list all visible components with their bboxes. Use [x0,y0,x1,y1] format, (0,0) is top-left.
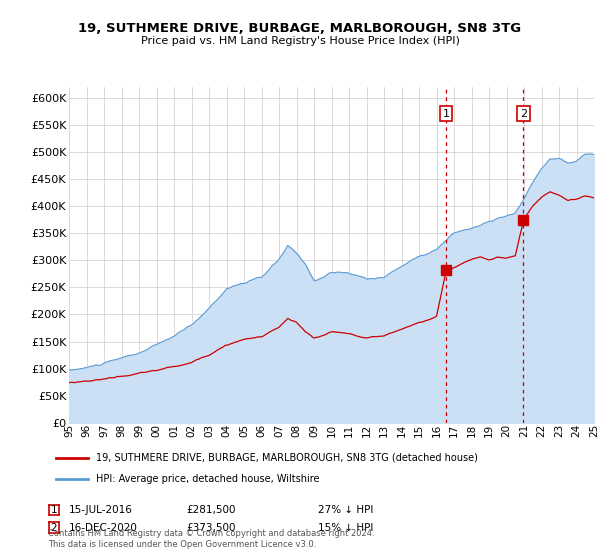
Text: 1: 1 [50,505,58,515]
Text: 19, SUTHMERE DRIVE, BURBAGE, MARLBOROUGH, SN8 3TG (detached house): 19, SUTHMERE DRIVE, BURBAGE, MARLBOROUGH… [95,452,478,463]
Text: 15% ↓ HPI: 15% ↓ HPI [318,522,373,533]
Text: 16-DEC-2020: 16-DEC-2020 [69,522,138,533]
Text: 2: 2 [50,522,58,533]
Text: Contains HM Land Registry data © Crown copyright and database right 2024.
This d: Contains HM Land Registry data © Crown c… [48,529,374,549]
Text: 1: 1 [442,109,449,119]
Text: 2: 2 [520,109,527,119]
Text: HPI: Average price, detached house, Wiltshire: HPI: Average price, detached house, Wilt… [95,474,319,484]
Text: 27% ↓ HPI: 27% ↓ HPI [318,505,373,515]
Text: £281,500: £281,500 [186,505,235,515]
Text: £373,500: £373,500 [186,522,235,533]
Text: 15-JUL-2016: 15-JUL-2016 [69,505,133,515]
Text: 19, SUTHMERE DRIVE, BURBAGE, MARLBOROUGH, SN8 3TG: 19, SUTHMERE DRIVE, BURBAGE, MARLBOROUGH… [79,22,521,35]
Text: Price paid vs. HM Land Registry's House Price Index (HPI): Price paid vs. HM Land Registry's House … [140,36,460,46]
